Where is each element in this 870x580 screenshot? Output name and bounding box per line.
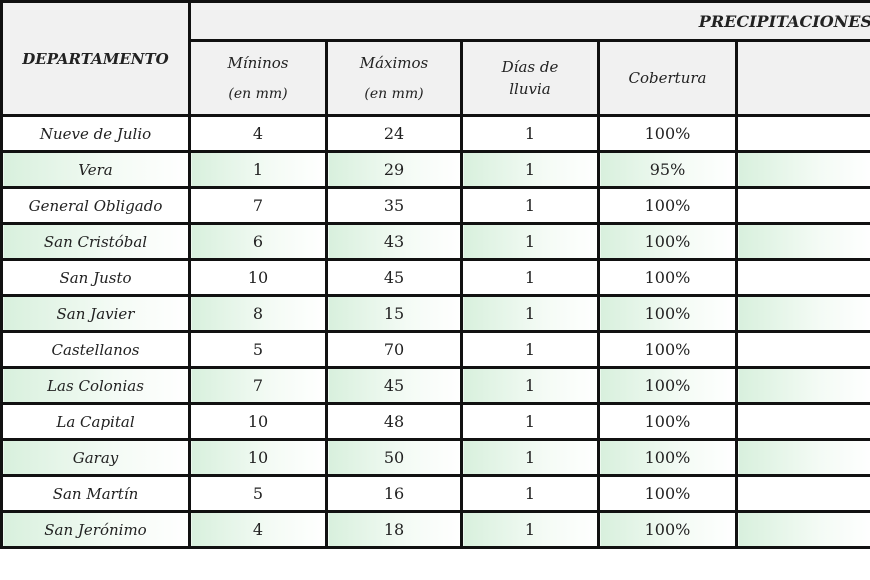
cell-minimos: 8 <box>188 294 328 333</box>
cell-departamento: Vera <box>0 150 191 189</box>
cell-minimos: 5 <box>188 330 328 369</box>
header-precipitaciones: PRECIPITACIONES <box>187 0 870 42</box>
cell-departamento: San Cristóbal <box>0 222 191 261</box>
cell-dias-lluvia: 1 <box>460 186 600 225</box>
table-row: Vera 1 29 1 95% <box>0 150 870 189</box>
table-row: San Cristóbal 6 43 1 100% <box>0 222 870 261</box>
cell-departamento: La Capital <box>0 402 191 441</box>
cell-empty <box>734 474 870 513</box>
cell-empty <box>734 510 870 549</box>
header-unit: (en mm) <box>364 85 424 102</box>
cell-cobertura: 100% <box>597 330 738 369</box>
cell-departamento: Garay <box>0 438 191 477</box>
cell-maximos: 18 <box>325 510 463 549</box>
header-departamento: DEPARTAMENTO <box>0 0 191 117</box>
cell-cobertura: 100% <box>597 510 738 549</box>
cell-empty <box>734 186 870 225</box>
cell-empty <box>734 258 870 297</box>
header-minimos: Míninos (en mm) <box>188 39 328 117</box>
header-label: lluvia <box>509 80 551 98</box>
cell-dias-lluvia: 1 <box>460 510 600 549</box>
cell-cobertura: 100% <box>597 258 738 297</box>
cell-minimos: 5 <box>188 474 328 513</box>
header-dias-lluvia: Días de lluvia <box>460 39 600 117</box>
header-cobertura: Cobertura <box>597 39 738 117</box>
table-row: San Javier 8 15 1 100% <box>0 294 870 333</box>
cell-departamento: General Obligado <box>0 186 191 225</box>
cell-minimos: 6 <box>188 222 328 261</box>
cell-maximos: 45 <box>325 366 463 405</box>
cell-minimos: 10 <box>188 438 328 477</box>
table-row: La Capital 10 48 1 100% <box>0 402 870 441</box>
cell-maximos: 70 <box>325 330 463 369</box>
cell-departamento: Nueve de Julio <box>0 114 191 153</box>
header-empty <box>734 39 870 117</box>
cell-maximos: 45 <box>325 258 463 297</box>
table-row: San Martín 5 16 1 100% <box>0 474 870 513</box>
cell-departamento: San Jerónimo <box>0 510 191 549</box>
table-row: Castellanos 5 70 1 100% <box>0 330 870 369</box>
cell-empty <box>734 438 870 477</box>
cell-dias-lluvia: 1 <box>460 114 600 153</box>
cell-maximos: 50 <box>325 438 463 477</box>
cell-cobertura: 100% <box>597 222 738 261</box>
header-maximos: Máximos (en mm) <box>325 39 463 117</box>
cell-cobertura: 100% <box>597 114 738 153</box>
table-row: Nueve de Julio 4 24 1 100% <box>0 114 870 153</box>
cell-dias-lluvia: 1 <box>460 294 600 333</box>
table-row: General Obligado 7 35 1 100% <box>0 186 870 225</box>
cell-dias-lluvia: 1 <box>460 474 600 513</box>
cell-minimos: 7 <box>188 366 328 405</box>
cell-maximos: 48 <box>325 402 463 441</box>
cell-maximos: 15 <box>325 294 463 333</box>
cell-dias-lluvia: 1 <box>460 330 600 369</box>
cell-departamento: Castellanos <box>0 330 191 369</box>
cell-cobertura: 95% <box>597 150 738 189</box>
cell-dias-lluvia: 1 <box>460 366 600 405</box>
cell-empty <box>734 402 870 441</box>
header-unit: (en mm) <box>228 85 288 102</box>
table-row: San Jerónimo 4 18 1 100% <box>0 510 870 549</box>
cell-cobertura: 100% <box>597 438 738 477</box>
cell-dias-lluvia: 1 <box>460 438 600 477</box>
cell-departamento: San Justo <box>0 258 191 297</box>
cell-cobertura: 100% <box>597 474 738 513</box>
cell-minimos: 1 <box>188 150 328 189</box>
cell-minimos: 4 <box>188 114 328 153</box>
header-label: Máximos <box>359 53 429 72</box>
table-row: Garay 10 50 1 100% <box>0 438 870 477</box>
cell-empty <box>734 294 870 333</box>
precipitation-table: DEPARTAMENTO PRECIPITACIONES Míninos (en … <box>0 0 870 549</box>
cell-departamento: Las Colonias <box>0 366 191 405</box>
cell-minimos: 10 <box>188 402 328 441</box>
cell-dias-lluvia: 1 <box>460 258 600 297</box>
cell-dias-lluvia: 1 <box>460 150 600 189</box>
header-label: Míninos <box>227 53 289 72</box>
cell-minimos: 10 <box>188 258 328 297</box>
cell-empty <box>734 150 870 189</box>
cell-cobertura: 100% <box>597 366 738 405</box>
cell-maximos: 16 <box>325 474 463 513</box>
table-row: Las Colonias 7 45 1 100% <box>0 366 870 405</box>
cell-cobertura: 100% <box>597 294 738 333</box>
cell-empty <box>734 114 870 153</box>
header-label: Días de <box>501 58 559 76</box>
cell-maximos: 29 <box>325 150 463 189</box>
cell-minimos: 4 <box>188 510 328 549</box>
cell-cobertura: 100% <box>597 402 738 441</box>
cell-departamento: San Javier <box>0 294 191 333</box>
cell-cobertura: 100% <box>597 186 738 225</box>
cell-dias-lluvia: 1 <box>460 222 600 261</box>
cell-empty <box>734 366 870 405</box>
cell-departamento: San Martín <box>0 474 191 513</box>
cell-empty <box>734 222 870 261</box>
cell-maximos: 35 <box>325 186 463 225</box>
cell-minimos: 7 <box>188 186 328 225</box>
cell-maximos: 24 <box>325 114 463 153</box>
cell-maximos: 43 <box>325 222 463 261</box>
cell-empty <box>734 330 870 369</box>
table-row: San Justo 10 45 1 100% <box>0 258 870 297</box>
cell-dias-lluvia: 1 <box>460 402 600 441</box>
